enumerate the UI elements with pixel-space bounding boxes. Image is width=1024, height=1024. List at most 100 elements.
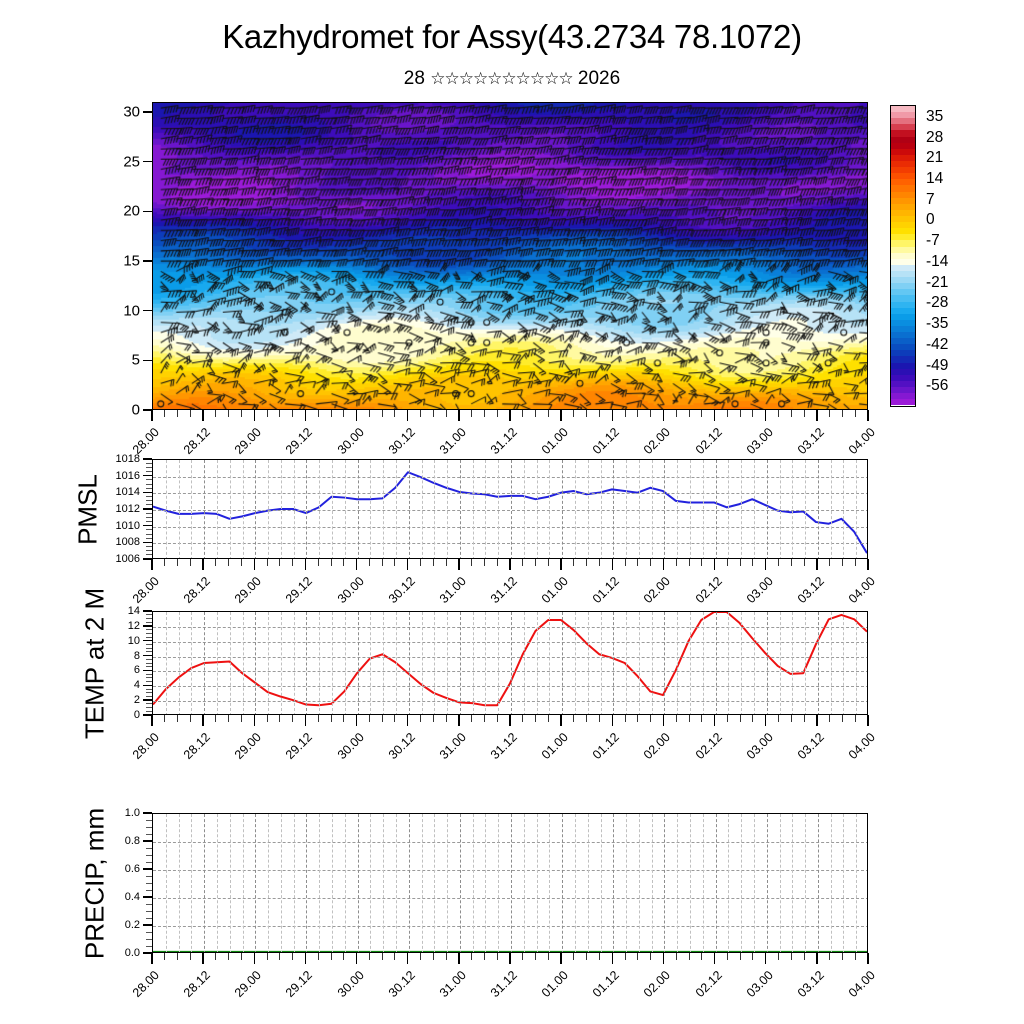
x-tick-major bbox=[765, 715, 767, 726]
colorbar-band bbox=[891, 393, 915, 400]
x-tick-minor bbox=[215, 715, 217, 722]
grid-line-vertical bbox=[741, 612, 743, 714]
x-tick-major bbox=[611, 410, 613, 421]
x-tick-major bbox=[355, 410, 358, 421]
colorbar-band bbox=[891, 173, 915, 180]
x-tick-major bbox=[304, 953, 307, 964]
colorbar-band bbox=[891, 142, 915, 149]
y-tick bbox=[143, 868, 152, 870]
x-tick-minor bbox=[854, 559, 856, 566]
x-tick-major bbox=[202, 410, 204, 421]
x-tick-minor bbox=[368, 410, 370, 417]
y-tick-minor bbox=[146, 673, 152, 675]
x-tick-minor bbox=[420, 715, 421, 722]
y-tick-label: 0.6 bbox=[124, 863, 140, 875]
colorbar-band bbox=[891, 283, 915, 290]
grid-line-vertical bbox=[728, 612, 730, 714]
x-tick-major bbox=[662, 559, 665, 570]
x-tick-minor bbox=[177, 953, 179, 960]
x-tick-minor bbox=[496, 953, 498, 960]
grid-line-horizontal bbox=[153, 526, 867, 528]
y-tick-label: 8 bbox=[133, 649, 140, 662]
grid-line-vertical bbox=[255, 460, 257, 558]
y-tick-minor bbox=[146, 462, 152, 464]
y-tick-label: 12 bbox=[127, 619, 140, 632]
x-tick-minor bbox=[432, 715, 434, 722]
x-tick-minor bbox=[637, 559, 639, 566]
grid-line-vertical bbox=[165, 460, 167, 558]
grid-line-vertical bbox=[702, 612, 704, 714]
grid-line-vertical bbox=[242, 612, 244, 714]
grid-line-vertical bbox=[344, 460, 346, 558]
x-tick-minor bbox=[394, 410, 396, 417]
colorbar-tick-label: 0 bbox=[926, 211, 935, 229]
x-tick-minor bbox=[471, 953, 473, 960]
grid-line-vertical bbox=[574, 460, 576, 558]
grid-line-vertical bbox=[779, 814, 781, 952]
x-tick-major bbox=[867, 410, 869, 421]
x-tick-minor bbox=[343, 410, 345, 417]
x-tick-minor bbox=[803, 953, 805, 960]
x-tick-minor bbox=[650, 410, 652, 417]
x-tick-major bbox=[407, 715, 409, 726]
x-tick-label: 30.12 bbox=[385, 968, 418, 1001]
y-tick bbox=[143, 924, 152, 926]
x-tick-minor bbox=[624, 953, 626, 960]
y-tick-label: 2 bbox=[133, 694, 140, 707]
y-tick-minor bbox=[146, 707, 152, 709]
y-tick-minor bbox=[146, 931, 152, 933]
x-tick-label: 31.00 bbox=[436, 730, 469, 763]
colorbar-tick-label: -28 bbox=[926, 294, 949, 312]
y-tick-label: 0 bbox=[131, 401, 140, 419]
cross-section-canvas bbox=[153, 103, 867, 409]
y-tick-label: 10 bbox=[127, 634, 140, 647]
x-tick-minor bbox=[241, 715, 242, 722]
temp2m-series bbox=[153, 612, 867, 714]
grid-line-vertical bbox=[344, 612, 346, 714]
grid-line-vertical bbox=[511, 612, 512, 714]
colorbar-tick-label: -14 bbox=[926, 252, 949, 270]
grid-line-vertical bbox=[753, 460, 755, 558]
x-tick-minor bbox=[547, 715, 549, 722]
y-tick-minor bbox=[146, 617, 152, 619]
grid-line-vertical bbox=[638, 460, 640, 558]
colorbar-band bbox=[891, 154, 915, 161]
pmsl-panel bbox=[152, 459, 868, 559]
x-tick-minor bbox=[752, 410, 754, 417]
x-tick-major bbox=[509, 953, 511, 964]
x-tick-minor bbox=[547, 410, 549, 417]
x-tick-minor bbox=[586, 953, 588, 960]
y-tick-label: 1016 bbox=[115, 469, 140, 482]
colorbar bbox=[890, 105, 916, 407]
colorbar-band bbox=[891, 240, 915, 247]
x-tick-label: 29.00 bbox=[232, 730, 265, 763]
grid-line-vertical bbox=[562, 460, 564, 558]
x-tick-minor bbox=[790, 953, 792, 960]
x-tick-minor bbox=[420, 410, 421, 417]
x-tick-minor bbox=[573, 410, 575, 417]
y-tick-label: 0.0 bbox=[124, 947, 140, 959]
y-tick bbox=[143, 812, 152, 814]
y-tick-label: 15 bbox=[123, 252, 140, 270]
subtitle-year: 2026 bbox=[577, 68, 621, 89]
grid-line-vertical bbox=[408, 460, 410, 558]
grid-line-vertical bbox=[856, 814, 858, 952]
grid-line-vertical bbox=[587, 814, 589, 952]
x-tick-minor bbox=[241, 559, 242, 566]
grid-line-vertical bbox=[344, 814, 346, 952]
x-tick-label: 02.00 bbox=[641, 968, 674, 1001]
x-tick-minor bbox=[701, 559, 703, 566]
y-tick-minor bbox=[146, 662, 152, 664]
x-tick-minor bbox=[829, 953, 831, 960]
x-tick-minor bbox=[752, 715, 754, 722]
grid-line-vertical bbox=[178, 460, 180, 558]
y-tick-minor bbox=[146, 483, 152, 485]
y-tick-label: 14 bbox=[127, 605, 140, 617]
x-tick-minor bbox=[177, 559, 179, 566]
colorbar-band bbox=[891, 356, 915, 363]
x-tick-major bbox=[867, 953, 869, 964]
x-tick-minor bbox=[701, 410, 703, 417]
x-tick-minor bbox=[228, 559, 230, 566]
x-tick-major bbox=[713, 559, 716, 570]
x-tick-minor bbox=[496, 715, 498, 722]
